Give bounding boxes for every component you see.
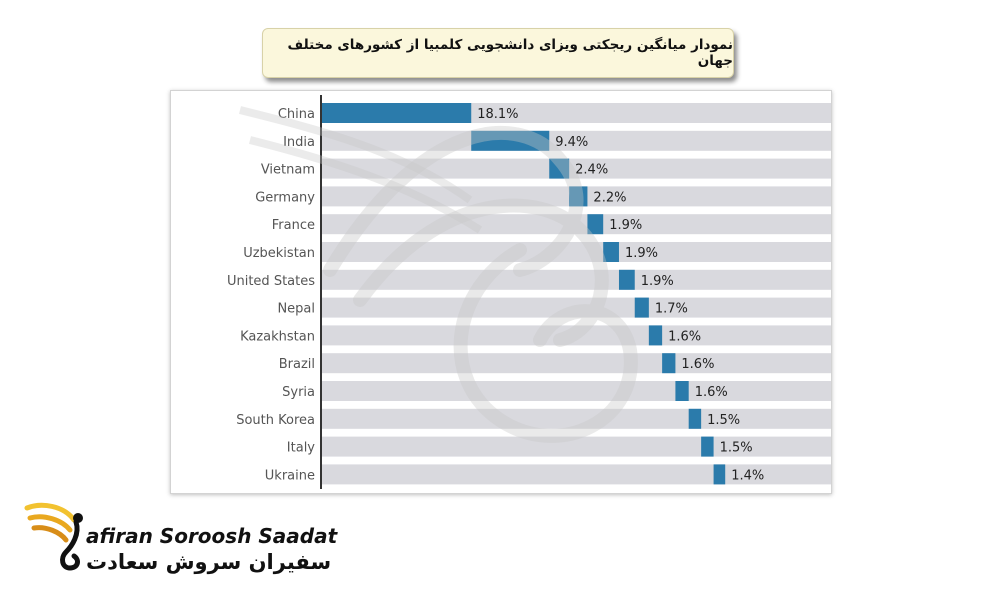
bar-chart: China 18.1% India 9.4% Vietnam 2.4% Germany 2.2… [227,95,831,489]
bar-track [321,436,831,457]
data-label: 1.9% [625,246,658,261]
data-label: 1.6% [668,329,701,344]
data-label: 1.6% [695,385,728,400]
data-label: 1.5% [707,413,740,428]
category-label: Uzbekistan [243,246,315,261]
data-label: 1.5% [720,441,753,456]
data-label: 1.4% [731,468,764,483]
bar [549,158,570,179]
data-label: 1.9% [609,218,642,233]
bar [634,297,649,318]
category-label: France [272,218,315,233]
bar-track [321,325,831,346]
bar [471,130,550,151]
category-label: China [278,107,315,122]
chart-title: نمودار میانگین ریجکتی ویزای دانشجویی کلم… [262,28,734,78]
category-label: Germany [255,190,315,205]
bar-track [321,408,831,429]
bar [321,103,472,123]
data-label: 2.4% [575,163,608,178]
bar-track [321,381,831,401]
data-label: 2.2% [593,190,626,205]
bar [603,242,619,262]
category-label: Nepal [277,302,315,317]
bar-track [321,214,831,235]
bar [648,325,663,346]
category-label: Syria [282,385,315,400]
chart-frame: China 18.1% India 9.4% Vietnam 2.4% Germany 2.2… [170,90,832,494]
category-label: South Korea [236,413,315,428]
data-label: 9.4% [555,135,588,150]
category-label: United States [227,274,315,289]
bar-track [321,464,831,485]
bar-track [321,269,831,290]
category-label: Brazil [279,357,315,372]
category-label: India [283,135,315,150]
data-label: 1.6% [681,357,714,372]
phoenix-icon [24,502,83,571]
bar [662,353,676,374]
brand-name-en: afiran Soroosh Saadat [86,524,338,548]
bar-track [321,130,831,151]
brand-logo: afiran Soroosh Saadat سفیران سروش سعادت [22,494,337,586]
data-label: 1.9% [641,274,674,289]
bar [713,464,726,485]
bar [701,436,714,457]
bar [587,214,604,235]
bar-track [321,242,831,262]
category-label: Kazakhstan [240,329,315,344]
category-label: Ukraine [265,468,315,483]
data-label: 18.1% [477,107,518,122]
bar [618,269,635,290]
bar [569,186,588,207]
category-label: Vietnam [261,163,315,178]
brand-name-fa: سفیران سروش سعادت [86,550,332,574]
bar-track [321,297,831,318]
bar [688,408,702,429]
bar [675,381,689,401]
category-label: Italy [287,441,316,456]
data-label: 1.7% [655,302,688,317]
bar-track [321,353,831,374]
bar-track [321,158,831,179]
